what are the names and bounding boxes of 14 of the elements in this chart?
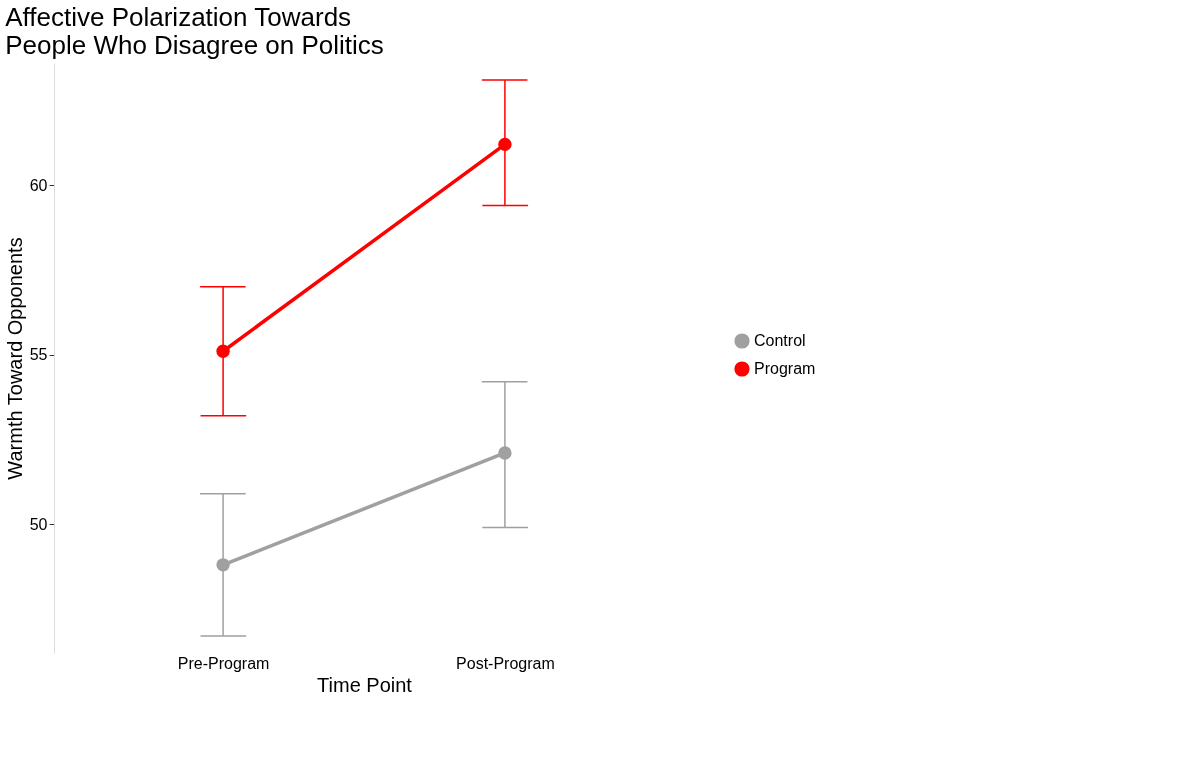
y-axis-title: Warmth Toward Opponents <box>3 237 26 480</box>
y-tick-label: 55 <box>29 346 48 364</box>
point <box>216 344 230 358</box>
legend-label: Program <box>754 360 816 377</box>
x-tick-label: Pre-Program <box>177 654 270 672</box>
chart-title: Affective Polarization Towards People Who Disagree on Politics <box>5 2 384 60</box>
legend-label: Control <box>754 332 806 349</box>
point <box>498 137 512 152</box>
point <box>498 446 512 460</box>
y-tick-label: 60 <box>29 176 48 194</box>
x-axis-title: Time Point <box>317 673 413 696</box>
y-tick-label: 50 <box>29 515 48 533</box>
x-tick-label: Post-Program <box>456 654 555 672</box>
point <box>216 558 230 572</box>
